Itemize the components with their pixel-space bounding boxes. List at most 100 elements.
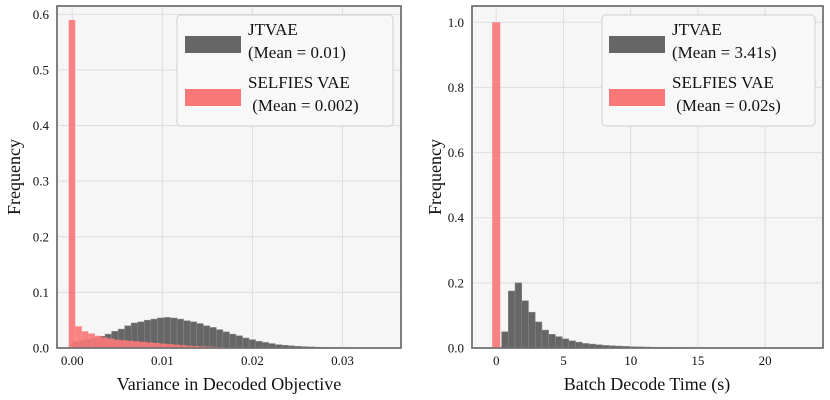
legend-stat-selfies: (Mean = 0.002) bbox=[248, 96, 359, 115]
bar-jtvae bbox=[183, 320, 191, 349]
x-tick-label: 0 bbox=[493, 353, 500, 368]
y-tick-label: 0.2 bbox=[33, 229, 49, 244]
bars bbox=[68, 19, 368, 349]
bar-jtvae bbox=[508, 290, 516, 349]
legend-swatch-selfies bbox=[609, 89, 665, 106]
chart-variance: 0.00 0.01 0.02 0.03 0.0 0.1 0.2 0.3 0.4 0.5 0.6 V… bbox=[4, 5, 402, 394]
x-axis-label: Variance in Decoded Objective bbox=[117, 374, 341, 394]
bar-jtvae bbox=[189, 321, 197, 349]
x-tick-label: 0.01 bbox=[151, 353, 174, 368]
bar-selfies-vae bbox=[94, 335, 102, 348]
bar-jtvae bbox=[248, 339, 256, 349]
y-tick-label: 0.3 bbox=[33, 174, 49, 189]
y-tick-label: 1.0 bbox=[448, 15, 464, 30]
bar-jtvae bbox=[521, 300, 529, 349]
bar-selfies-vae bbox=[75, 326, 82, 348]
x-tick-label: 0.00 bbox=[61, 353, 84, 368]
x-tick-label: 15 bbox=[691, 353, 704, 368]
bar-jtvae bbox=[541, 329, 549, 349]
chart-decode-time: 0 5 10 15 20 0.0 0.2 0.4 0.6 0.8 1.0 Batch Decode… bbox=[425, 5, 824, 395]
bar-jtvae bbox=[255, 341, 263, 349]
bar-jtvae bbox=[163, 317, 171, 349]
x-ticks: 0 5 10 15 20 bbox=[493, 353, 772, 368]
y-tick-label: 0.4 bbox=[33, 118, 50, 133]
bar-selfies-vae bbox=[173, 344, 181, 348]
bar-jtvae bbox=[528, 311, 536, 349]
legend-swatch-jtvae bbox=[609, 36, 665, 53]
y-ticks: 0.0 0.2 0.4 0.6 0.8 1.0 bbox=[448, 15, 465, 356]
bar-jtvae bbox=[261, 342, 269, 349]
x-ticks: 0.00 0.01 0.02 0.03 bbox=[61, 353, 354, 368]
bar-selfies-vae bbox=[114, 339, 122, 348]
bar-jtvae bbox=[555, 336, 563, 349]
bar-selfies-vae bbox=[101, 337, 108, 348]
y-tick-label: 0.6 bbox=[33, 7, 50, 22]
y-tick-label: 0.8 bbox=[448, 80, 464, 95]
bar-selfies-vae bbox=[186, 345, 194, 348]
plot-border bbox=[471, 5, 824, 349]
bar-jtvae bbox=[216, 329, 224, 349]
y-axis-label: Frequency bbox=[425, 139, 445, 215]
bar-selfies-vae bbox=[193, 346, 200, 348]
bar-selfies-vae bbox=[68, 19, 76, 349]
bar-jtvae bbox=[235, 335, 243, 349]
y-axis-label: Frequency bbox=[4, 139, 24, 215]
bar-selfies-vae bbox=[88, 333, 95, 348]
legend-label-selfies: SELFIES VAE bbox=[248, 73, 350, 92]
legend-label-selfies: SELFIES VAE bbox=[672, 73, 774, 92]
y-tick-label: 0.6 bbox=[448, 145, 465, 160]
legend-label-jtvae: JTVAE bbox=[672, 20, 722, 39]
bar-selfies-vae bbox=[81, 331, 89, 348]
legend-stat-selfies: (Mean = 0.02s) bbox=[672, 96, 781, 115]
bar-jtvae bbox=[170, 317, 178, 349]
legend-stat-jtvae: (Mean = 3.41s) bbox=[672, 43, 776, 62]
x-tick-label: 20 bbox=[759, 353, 772, 368]
bar-jtvae bbox=[229, 333, 237, 349]
bar-jtvae bbox=[501, 331, 509, 349]
legend: JTVAE (Mean = 3.41s) SELFIES VAE (Mean =… bbox=[601, 14, 816, 127]
bar-selfies-vae bbox=[160, 343, 167, 348]
bar-selfies-vae bbox=[153, 342, 161, 348]
x-tick-label: 0.02 bbox=[241, 353, 264, 368]
y-tick-label: 0.1 bbox=[33, 285, 49, 300]
bar-jtvae bbox=[196, 323, 204, 349]
bar-selfies-vae bbox=[134, 341, 141, 348]
bar-selfies-vae bbox=[180, 345, 187, 348]
x-tick-label: 5 bbox=[560, 353, 567, 368]
bar-jtvae bbox=[561, 338, 570, 349]
bar-selfies-vae bbox=[147, 342, 154, 348]
bar-jtvae bbox=[242, 337, 250, 349]
bar-selfies-vae bbox=[492, 22, 501, 349]
y-tick-label: 0.4 bbox=[448, 210, 465, 225]
legend-stat-jtvae: (Mean = 0.01) bbox=[248, 43, 346, 62]
x-tick-label: 10 bbox=[624, 353, 637, 368]
bar-selfies-vae bbox=[140, 341, 148, 348]
bar-jtvae bbox=[548, 334, 556, 349]
bar-jtvae bbox=[222, 331, 230, 349]
bar-selfies-vae bbox=[107, 338, 115, 348]
legend-label-jtvae: JTVAE bbox=[248, 20, 298, 39]
bar-selfies-vae bbox=[199, 346, 207, 348]
bar-selfies-vae bbox=[127, 340, 135, 348]
bar-jtvae bbox=[202, 325, 211, 349]
bar-jtvae bbox=[575, 341, 583, 349]
bar-jtvae bbox=[514, 282, 523, 349]
bar-selfies-vae bbox=[166, 344, 174, 348]
x-axis-label: Batch Decode Time (s) bbox=[564, 374, 730, 395]
bar-jtvae bbox=[209, 327, 217, 349]
y-tick-label: 0.0 bbox=[33, 341, 49, 356]
y-ticks: 0.0 0.1 0.2 0.3 0.4 0.5 0.6 bbox=[33, 7, 50, 356]
x-tick-label: 0.03 bbox=[331, 353, 354, 368]
plot-border bbox=[56, 5, 402, 349]
bar-jtvae bbox=[568, 340, 576, 349]
legend-swatch-jtvae bbox=[185, 36, 241, 53]
bar-jtvae bbox=[534, 321, 543, 349]
y-tick-label: 0.0 bbox=[448, 341, 464, 356]
legend: JTVAE (Mean = 0.01) SELFIES VAE (Mean = … bbox=[176, 14, 394, 127]
y-tick-label: 0.2 bbox=[448, 275, 464, 290]
legend-swatch-selfies bbox=[185, 89, 241, 106]
bar-selfies-vae bbox=[121, 340, 128, 348]
bar-jtvae bbox=[176, 318, 184, 349]
y-tick-label: 0.5 bbox=[33, 62, 49, 77]
